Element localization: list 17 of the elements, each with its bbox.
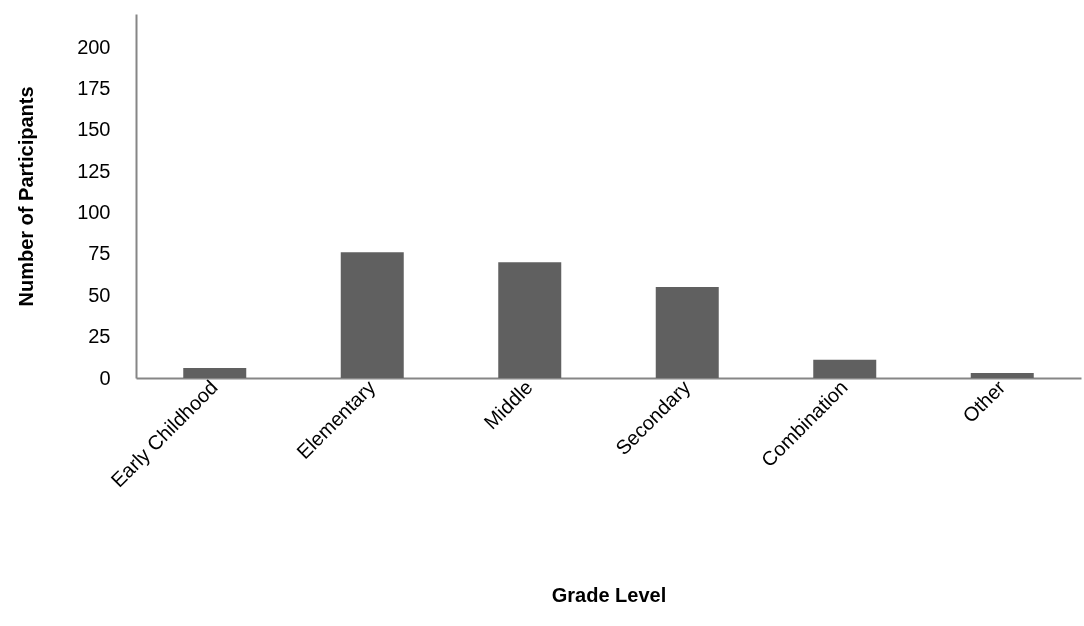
bar — [498, 262, 562, 378]
y-tick-label: 150 — [77, 118, 111, 141]
x-axis-title: Grade Level — [551, 584, 667, 607]
y-tick-label: 75 — [88, 242, 111, 265]
y-tick-label: 25 — [88, 325, 111, 348]
y-tick-label: 0 — [99, 366, 111, 389]
y-tick-label: 175 — [77, 76, 111, 99]
bar — [813, 359, 877, 378]
bar — [655, 287, 719, 378]
y-tick-label: 200 — [77, 35, 111, 58]
bar — [183, 368, 247, 378]
bar — [970, 373, 1034, 378]
y-tick-label: 100 — [77, 201, 111, 224]
y-axis-title: Number of Participants — [15, 86, 38, 307]
y-tick-label: 125 — [77, 159, 111, 182]
bar — [340, 252, 404, 378]
y-tick-label: 50 — [88, 283, 111, 306]
